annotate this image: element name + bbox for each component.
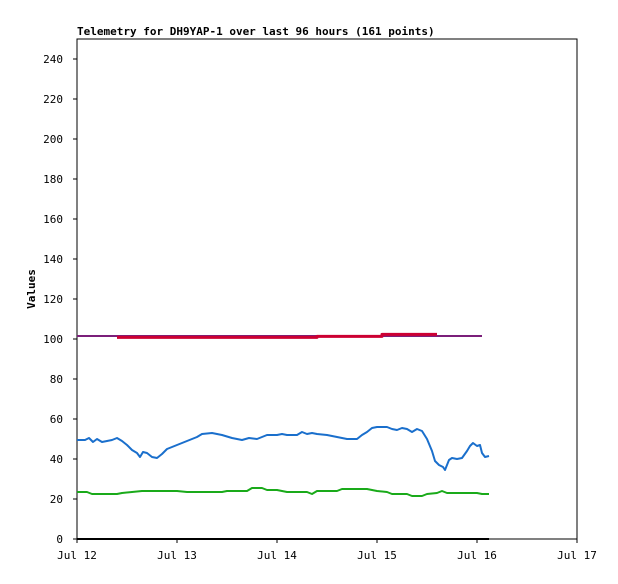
y-tick-label: 0 bbox=[56, 533, 63, 546]
x-tick-label: Jul 13 bbox=[157, 549, 197, 562]
x-tick-label: Jul 14 bbox=[257, 549, 297, 562]
x-tick-label: Jul 12 bbox=[57, 549, 97, 562]
y-tick-label: 40 bbox=[50, 453, 63, 466]
series-line-4 bbox=[77, 487, 489, 497]
y-tick-label: 140 bbox=[43, 253, 63, 266]
y-tick-label: 200 bbox=[43, 133, 63, 146]
series-line-3 bbox=[77, 426, 490, 471]
x-tick-label: Jul 17 bbox=[557, 549, 597, 562]
y-tick-label: 80 bbox=[50, 373, 63, 386]
y-tick-label: 120 bbox=[43, 293, 63, 306]
y-tick-label: 20 bbox=[50, 493, 63, 506]
y-tick-label: 180 bbox=[43, 173, 63, 186]
chart-title: Telemetry for DH9YAP-1 over last 96 hour… bbox=[77, 25, 435, 38]
y-tick-label: 220 bbox=[43, 93, 63, 106]
y-tick-label: 240 bbox=[43, 53, 63, 66]
y-tick-label: 160 bbox=[43, 213, 63, 226]
y-tick-label: 60 bbox=[50, 413, 63, 426]
y-axis-label: Values bbox=[25, 269, 38, 309]
plot-area: 0 20 40 60 80 100 120 140 160 180 200 220 240 Jul 12 J… bbox=[43, 38, 597, 562]
y-tick-label: 100 bbox=[43, 333, 63, 346]
x-tick-label: Jul 16 bbox=[457, 549, 497, 562]
series-line-2 bbox=[117, 332, 437, 339]
x-tick-label: Jul 15 bbox=[357, 549, 397, 562]
